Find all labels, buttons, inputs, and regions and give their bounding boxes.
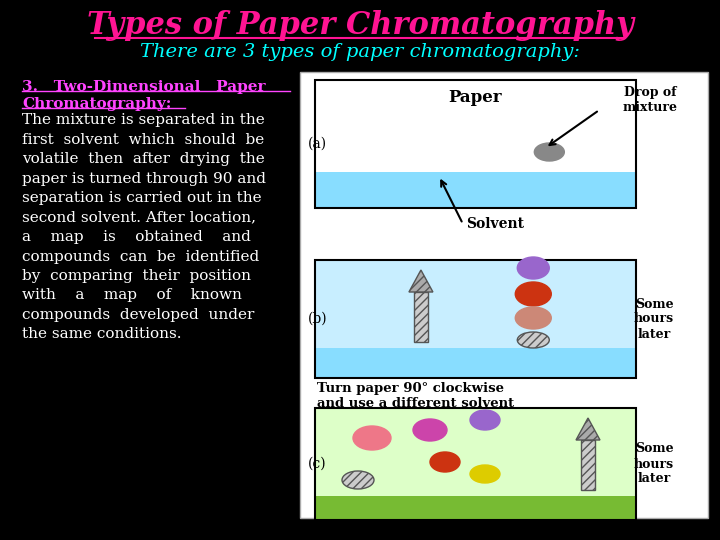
Bar <box>315 260 636 348</box>
Text: (c): (c) <box>308 457 327 471</box>
Text: Types of Paper Chromatography: Types of Paper Chromatography <box>86 10 634 41</box>
Ellipse shape <box>516 307 552 329</box>
Text: Paper: Paper <box>449 90 503 106</box>
Ellipse shape <box>516 282 552 306</box>
Text: Some
hours
later: Some hours later <box>634 298 674 341</box>
Bar <box>315 260 636 378</box>
Ellipse shape <box>534 143 564 161</box>
Ellipse shape <box>353 426 391 450</box>
Text: second solvent. After location,: second solvent. After location, <box>22 211 256 225</box>
Text: compounds  developed  under: compounds developed under <box>22 308 254 322</box>
Ellipse shape <box>413 419 447 441</box>
Bar <box>315 408 636 520</box>
Ellipse shape <box>517 257 549 279</box>
Text: Drop of
mixture: Drop of mixture <box>623 86 678 114</box>
Text: compounds  can  be  identified: compounds can be identified <box>22 249 259 264</box>
Text: (b): (b) <box>308 312 328 326</box>
Polygon shape <box>576 418 600 440</box>
Text: a    map    is    obtained    and: a map is obtained and <box>22 230 251 244</box>
Ellipse shape <box>470 465 500 483</box>
Bar <box>315 348 636 378</box>
Text: The mixture is separated in the: The mixture is separated in the <box>22 113 265 127</box>
Ellipse shape <box>342 471 374 489</box>
Polygon shape <box>409 270 433 292</box>
Text: 3.   Two-Dimensional   Paper: 3. Two-Dimensional Paper <box>22 80 266 94</box>
Ellipse shape <box>430 452 460 472</box>
Bar <box>315 496 636 520</box>
Text: Turn paper 90° clockwise
and use a different solvent: Turn paper 90° clockwise and use a diffe… <box>317 382 514 410</box>
Bar <box>581 440 595 490</box>
Text: separation is carried out in the: separation is carried out in the <box>22 191 261 205</box>
Bar <box>300 72 708 518</box>
Text: volatile  then  after  drying  the: volatile then after drying the <box>22 152 265 166</box>
Text: Chromatography:: Chromatography: <box>22 97 171 111</box>
Text: the same conditions.: the same conditions. <box>22 327 181 341</box>
Bar <box>315 80 636 172</box>
Bar <box>315 172 636 208</box>
Ellipse shape <box>517 332 549 348</box>
Bar <box>315 80 636 208</box>
Text: first  solvent  which  should  be: first solvent which should be <box>22 132 264 146</box>
Text: with    a    map    of    known: with a map of known <box>22 288 242 302</box>
Ellipse shape <box>470 410 500 430</box>
Text: (a): (a) <box>308 137 327 151</box>
Text: Solvent: Solvent <box>466 217 524 231</box>
Bar <box>414 292 428 342</box>
Text: paper is turned through 90 and: paper is turned through 90 and <box>22 172 266 186</box>
Text: There are 3 types of paper chromatography:: There are 3 types of paper chromatograph… <box>140 43 580 61</box>
Text: by  comparing  their  position: by comparing their position <box>22 269 251 283</box>
Bar <box>315 408 636 496</box>
Text: Some
hours
later: Some hours later <box>634 442 674 485</box>
